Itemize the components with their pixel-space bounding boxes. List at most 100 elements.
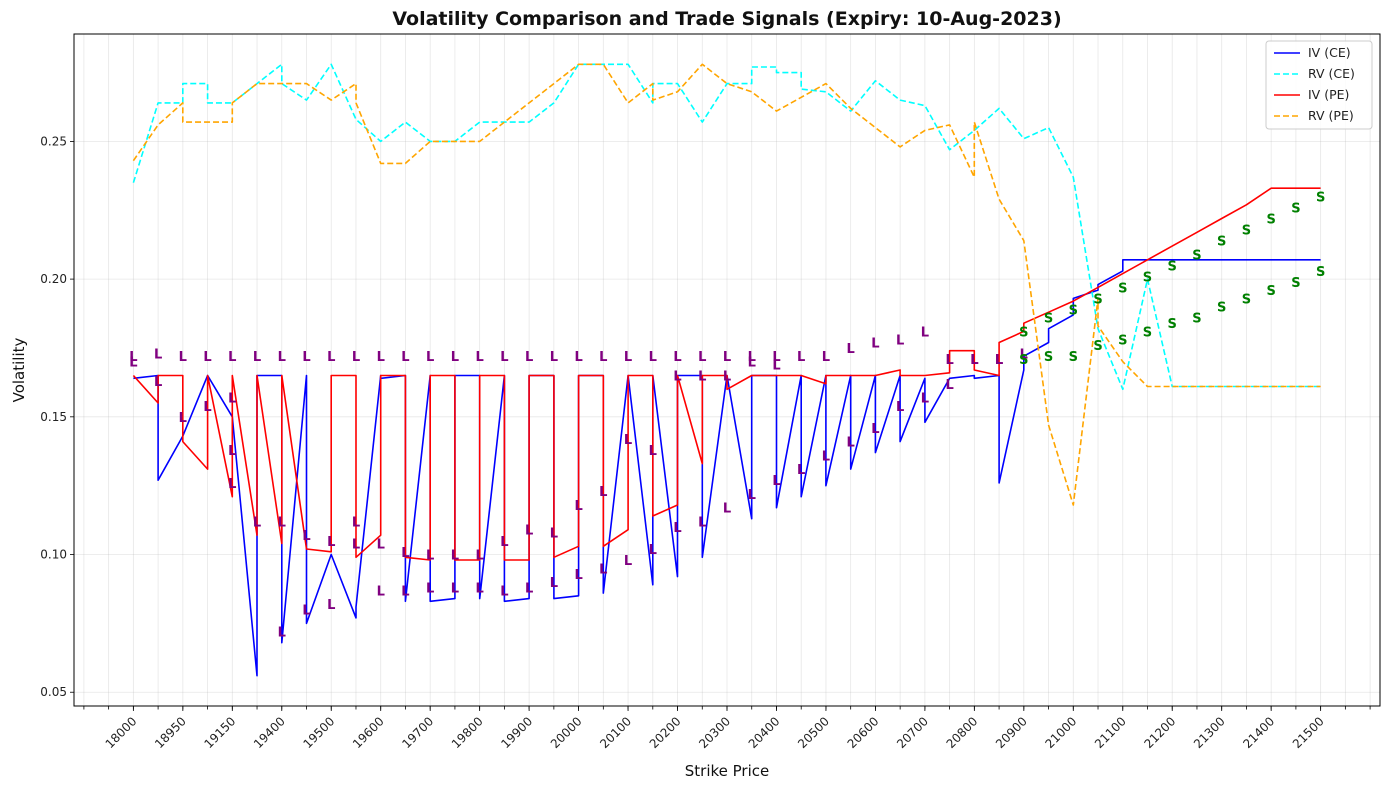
signal-marker-l: L bbox=[327, 598, 335, 613]
signal-marker-l: L bbox=[377, 350, 385, 365]
signal-marker-l: L bbox=[377, 584, 385, 599]
signal-marker-l: L bbox=[352, 538, 360, 553]
signal-marker-l: L bbox=[426, 350, 434, 365]
signal-marker-s: S bbox=[1291, 202, 1300, 217]
signal-marker-s: S bbox=[1316, 190, 1325, 205]
signal-marker-l: L bbox=[129, 350, 137, 365]
signal-marker-l: L bbox=[401, 546, 409, 561]
signal-marker-l: L bbox=[970, 353, 978, 368]
legend: IV (CE) RV (CE) IV (PE) RV (PE) bbox=[1265, 40, 1373, 130]
signal-marker-l: L bbox=[847, 436, 855, 451]
signal-marker-l: L bbox=[426, 582, 434, 597]
signal-marker-l: L bbox=[871, 422, 879, 437]
signal-marker-l: L bbox=[302, 529, 310, 544]
signal-marker-s: S bbox=[1192, 312, 1201, 327]
signal-marker-l: L bbox=[822, 350, 830, 365]
signal-marker-l: L bbox=[451, 582, 459, 597]
y-tick-label: 0.20 bbox=[40, 272, 67, 286]
signal-marker-s: S bbox=[1266, 213, 1275, 228]
signal-marker-l: L bbox=[203, 350, 211, 365]
signal-marker-s: S bbox=[1192, 248, 1201, 263]
signal-marker-l: L bbox=[896, 334, 904, 349]
signal-marker-s: S bbox=[1118, 334, 1127, 349]
signal-marker-l: L bbox=[228, 477, 236, 492]
signal-marker-l: L bbox=[278, 626, 286, 641]
signal-marker-l: L bbox=[253, 350, 261, 365]
signal-marker-s: S bbox=[1093, 339, 1102, 354]
signal-marker-l: L bbox=[847, 342, 855, 357]
signal-marker-l: L bbox=[179, 350, 187, 365]
signal-marker-l: L bbox=[698, 350, 706, 365]
signal-marker-l: L bbox=[772, 358, 780, 373]
signal-marker-l: L bbox=[327, 350, 335, 365]
series-layer bbox=[132, 63, 1321, 677]
signal-marker-l: L bbox=[525, 524, 533, 539]
signal-marker-l: L bbox=[921, 325, 929, 340]
signal-marker-l: L bbox=[352, 350, 360, 365]
signal-marker-l: L bbox=[748, 350, 756, 365]
signal-marker-l: L bbox=[476, 582, 484, 597]
signal-marker-l: L bbox=[772, 350, 780, 365]
signal-marker-s: S bbox=[1242, 224, 1251, 239]
signal-marker-l: L bbox=[500, 584, 508, 599]
signal-marker-l: L bbox=[129, 356, 137, 371]
signal-marker-l: L bbox=[550, 350, 558, 365]
series-line-iv-pe bbox=[132, 187, 1321, 561]
signal-marker-s: S bbox=[1316, 265, 1325, 280]
signal-marker-l: L bbox=[426, 549, 434, 564]
signal-marker-s: S bbox=[1019, 353, 1028, 368]
y-axis-ticks: 0.05 0.10 0.15 0.20 0.25 bbox=[40, 134, 74, 699]
signal-marker-l: L bbox=[451, 350, 459, 365]
signal-marker-s: S bbox=[1069, 303, 1078, 318]
signal-marker-l: L bbox=[278, 515, 286, 530]
signal-marker-l: L bbox=[649, 543, 657, 558]
signal-marker-s: S bbox=[1118, 281, 1127, 296]
signal-marker-l: L bbox=[673, 521, 681, 536]
legend-label: IV (PE) bbox=[1308, 87, 1349, 102]
signal-marker-l: L bbox=[352, 515, 360, 530]
signal-marker-l: L bbox=[228, 350, 236, 365]
signal-marker-l: L bbox=[401, 584, 409, 599]
signal-marker-l: L bbox=[574, 568, 582, 583]
signal-marker-l: L bbox=[302, 350, 310, 365]
signal-marker-l: L bbox=[451, 549, 459, 564]
signal-marker-l: L bbox=[797, 350, 805, 365]
signal-marker-l: L bbox=[500, 535, 508, 550]
signal-marker-l: L bbox=[995, 353, 1003, 368]
legend-box bbox=[1265, 40, 1373, 130]
signal-marker-l: L bbox=[599, 350, 607, 365]
signal-marker-l: L bbox=[723, 350, 731, 365]
signal-marker-l: L bbox=[649, 444, 657, 459]
signal-marker-s: S bbox=[1044, 350, 1053, 365]
signal-marker-l: L bbox=[748, 488, 756, 503]
signal-marker-l: L bbox=[327, 535, 335, 550]
y-tick-label: 0.25 bbox=[40, 134, 67, 148]
signal-marker-l: L bbox=[228, 392, 236, 407]
signal-marker-l: L bbox=[278, 350, 286, 365]
legend-label: RV (PE) bbox=[1308, 108, 1354, 123]
signal-marker-s: S bbox=[1143, 270, 1152, 285]
signal-marker-l: L bbox=[649, 350, 657, 365]
signal-marker-l: L bbox=[723, 502, 731, 517]
signal-marker-s: S bbox=[1266, 284, 1275, 299]
signal-marker-l: L bbox=[550, 576, 558, 591]
signal-marker-l: L bbox=[624, 433, 632, 448]
signal-marker-l: L bbox=[550, 526, 558, 541]
signal-marker-l: L bbox=[1020, 347, 1028, 362]
signal-markers: L L L L L L L L L L L L L L L L L L L L L L L L L L L L L L L L L L L L L L L L… bbox=[129, 190, 1325, 640]
signal-marker-l: L bbox=[574, 350, 582, 365]
y-tick-label: 0.10 bbox=[40, 548, 67, 562]
signal-marker-l: L bbox=[945, 353, 953, 368]
x-axis-title: Strike Price bbox=[685, 762, 769, 780]
signal-marker-l: L bbox=[624, 350, 632, 365]
signal-marker-s: S bbox=[1093, 292, 1102, 307]
signal-marker-l: L bbox=[599, 485, 607, 500]
series-line-rv-pe bbox=[132, 63, 1321, 506]
signal-marker-l: L bbox=[179, 411, 187, 426]
signal-marker-l: L bbox=[896, 400, 904, 415]
y-tick-label: 0.15 bbox=[40, 410, 67, 424]
signal-marker-l: L bbox=[921, 392, 929, 407]
signal-marker-l: L bbox=[154, 375, 162, 390]
signal-marker-s: S bbox=[1019, 325, 1028, 340]
